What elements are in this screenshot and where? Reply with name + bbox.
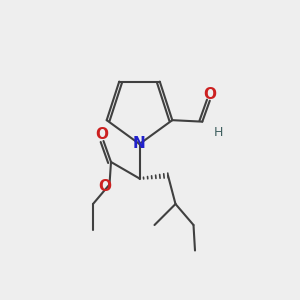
Text: N: N [133,136,146,152]
Text: O: O [95,127,109,142]
Text: O: O [203,87,216,102]
Text: O: O [98,179,112,194]
Text: H: H [214,126,224,139]
